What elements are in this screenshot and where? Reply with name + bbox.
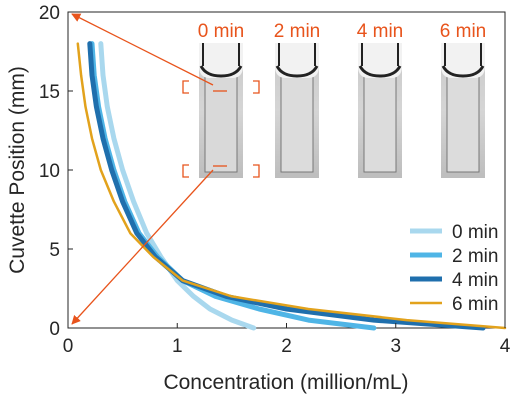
arrow-to-bottom [71, 169, 214, 325]
legend: 0 min 2 min 4 min 6 min [410, 222, 498, 315]
bottom-bracket-right [253, 164, 260, 178]
y-tick-label: 20 [39, 3, 60, 24]
inset-time-label-3: 6 min [440, 21, 486, 42]
bottom-bracket-left [182, 164, 189, 178]
y-axis-label: Cuvette Position (mm) [6, 66, 29, 274]
x-tick-label: 0 [63, 336, 74, 357]
top-bracket-left [182, 80, 189, 94]
series-line-6-min [76, 42, 507, 330]
cuvette-inset: 0 min 2 min 4 min 6 min [71, 13, 486, 325]
x-tick-label: 2 [281, 336, 292, 357]
x-tick-label: 4 [500, 336, 511, 357]
inset-time-label-1: 2 min [274, 21, 320, 42]
inset-time-label-2: 4 min [357, 21, 403, 42]
x-tick-label: 3 [390, 336, 401, 357]
legend-label-2-min: 2 min [452, 246, 498, 267]
inset-time-label-0: 0 min [198, 21, 244, 42]
y-tick-label: 5 [49, 240, 60, 261]
legend-label-0-min: 0 min [452, 222, 498, 243]
series-layer [76, 41, 507, 331]
top-bracket-right [253, 80, 260, 94]
x-axis-label: Concentration (million/mL) [163, 371, 408, 394]
legend-label-6-min: 6 min [452, 294, 498, 315]
legend-label-4-min: 4 min [452, 270, 498, 291]
cuvette-photo-3 [441, 43, 485, 178]
x-tick-label: 1 [172, 336, 183, 357]
series-line-0-min [98, 41, 257, 331]
axis-layer: 0 1 2 3 4 0 5 10 15 20 [39, 3, 511, 357]
y-tick-label: 0 [49, 319, 60, 340]
series-line-4-min [87, 41, 486, 331]
cuvette-photo-1 [275, 43, 319, 178]
cuvette-photo-2 [358, 43, 402, 178]
arrow-to-top [71, 13, 214, 86]
y-tick-label: 10 [39, 161, 60, 182]
y-tick-label: 15 [39, 82, 60, 103]
cuvette-photo-0 [199, 43, 243, 178]
